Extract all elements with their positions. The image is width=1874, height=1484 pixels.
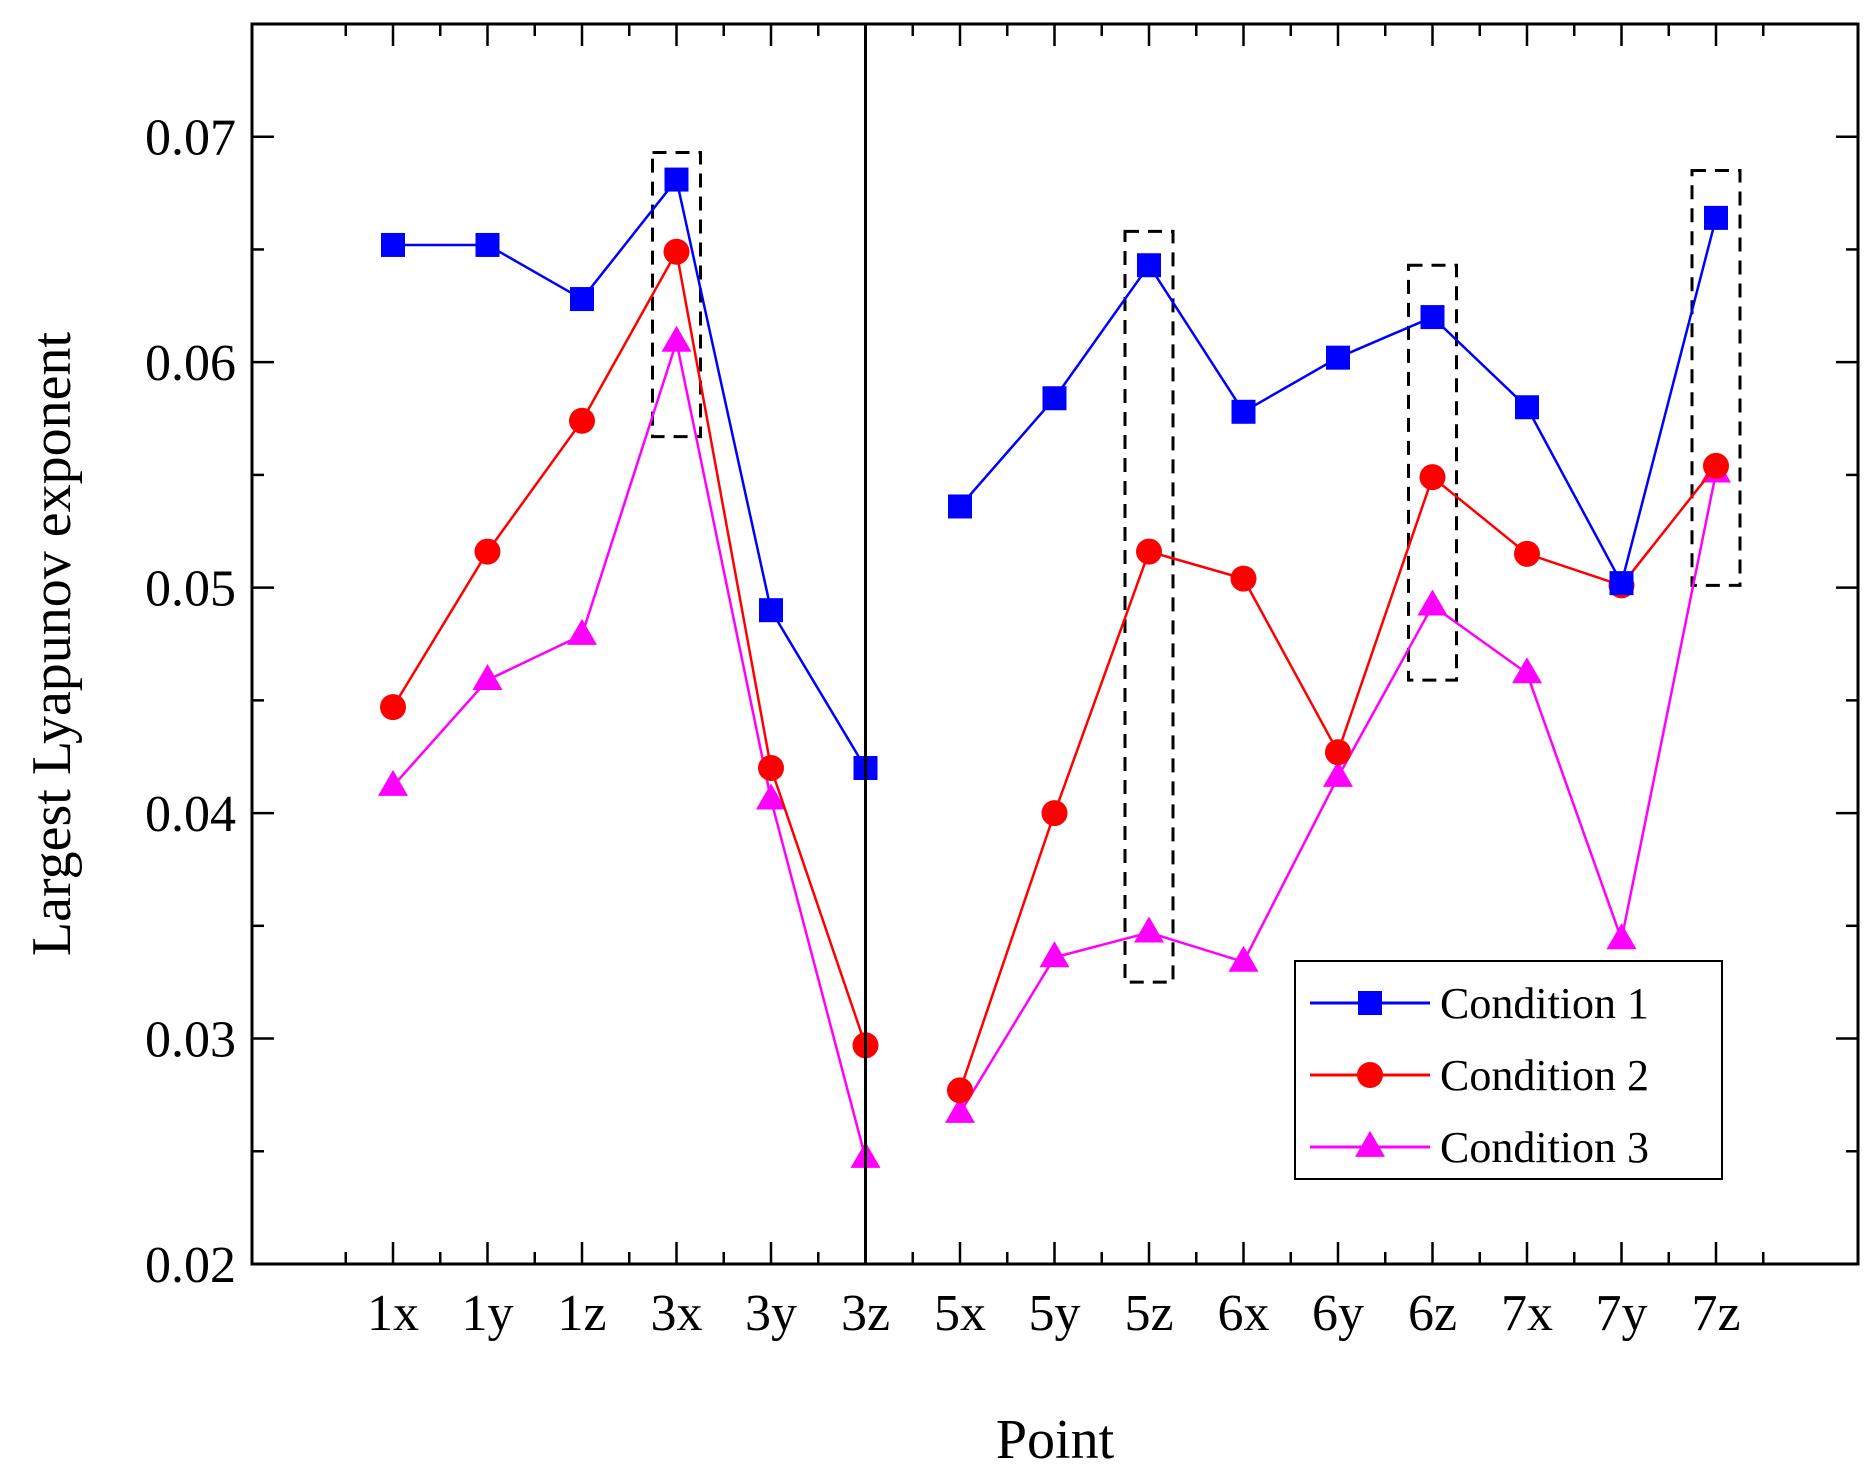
condition-3-point-6x: [1228, 945, 1259, 972]
condition-3-point-5y: [1039, 941, 1070, 968]
x-tick-label: 5z: [1124, 1285, 1173, 1342]
condition-1-point-1z: [570, 287, 594, 312]
y-axis-title: Largest Lyapunov exponent: [21, 331, 83, 956]
legend: Condition 1 Condition 2 Condition 3: [1294, 960, 1723, 1180]
condition-1-point-5x: [948, 494, 972, 519]
legend-item-condition-1: Condition 1: [1310, 979, 1649, 1028]
highlight-box-6z: [1407, 263, 1458, 682]
condition-2-point-7z: [1703, 452, 1729, 479]
condition-1-point-7x: [1515, 395, 1539, 420]
condition-1-point-6x: [1231, 399, 1256, 424]
condition-2-point-6x: [1230, 565, 1257, 592]
x-tick-label: 6y: [1312, 1285, 1364, 1342]
condition-3-point-5z: [1134, 916, 1164, 943]
condition-1-point-3y: [759, 598, 783, 623]
condition-3-point-5x: [945, 1096, 975, 1123]
condition-1-point-7y: [1609, 571, 1634, 596]
condition-2-point-3x: [663, 238, 690, 265]
y-tick-label: 0.04: [145, 786, 236, 843]
condition-1-point-6y: [1326, 345, 1350, 370]
legend-item-condition-2: Condition 2: [1310, 1051, 1649, 1100]
condition-2-point-6y: [1325, 739, 1351, 766]
highlight-box-5z: [1123, 229, 1175, 984]
series-layer: [378, 167, 1731, 1168]
x-tick-label: 6z: [1408, 1285, 1457, 1342]
x-tick-label: 7y: [1596, 1285, 1648, 1342]
condition-3-line-1: [392, 336, 867, 1159]
legend-item-condition-3: Condition 3: [1310, 1123, 1649, 1172]
x-tick-label: 1y: [462, 1285, 514, 1342]
x-tick-label: 1x: [367, 1285, 419, 1342]
legend-label: Condition 3: [1440, 1123, 1649, 1172]
condition-1-line-2: [959, 217, 1718, 587]
condition-3-point-3x: [661, 325, 692, 352]
condition-1-line-1: [393, 176, 867, 769]
condition-3-point-7x: [1512, 657, 1542, 684]
legend-marker-condition-3: [1355, 1130, 1385, 1157]
x-tick-label: 3z: [841, 1285, 890, 1342]
x-tick-label: 7z: [1691, 1285, 1740, 1342]
condition-2-point-6z: [1419, 464, 1446, 491]
condition-2-point-1x: [380, 694, 406, 721]
condition-1-point-6z: [1420, 305, 1445, 330]
x-tick-labels: 1x 1y 1z 3x 3y 3z 5x 5y 5z 6x 6y 6z 7x 7y 7z: [367, 1285, 1741, 1342]
condition-2-point-5z: [1136, 538, 1162, 565]
condition-3-point-1x: [378, 769, 408, 796]
condition-3-point-1z: [567, 618, 597, 645]
series-condition-1: [381, 167, 1728, 780]
y-tick-label: 0.03: [145, 1012, 236, 1069]
legend-marker-condition-1: [1358, 991, 1382, 1015]
condition-2-point-1y: [474, 538, 501, 565]
y-tick-label: 0.06: [145, 335, 236, 392]
axis-ticks: [252, 24, 1858, 1266]
y-tick-label: 0.02: [145, 1237, 236, 1294]
condition-2-point-3y: [758, 755, 784, 781]
x-tick-label: 5y: [1029, 1285, 1081, 1342]
y-tick-labels: 0.02 0.03 0.04 0.05 0.06 0.07: [145, 110, 236, 1294]
condition-1-point-1y: [475, 232, 500, 257]
plot-frame: [250, 22, 1860, 1266]
x-tick-label: 3y: [745, 1285, 797, 1342]
y-tick-label: 0.07: [145, 110, 236, 167]
condition-1-point-3x: [664, 167, 689, 192]
condition-1-point-7z: [1704, 205, 1728, 230]
x-tick-label: 1z: [557, 1285, 606, 1342]
condition-2-point-7x: [1514, 540, 1540, 567]
condition-1-point-1x: [381, 232, 405, 257]
condition-2-point-5x: [947, 1077, 973, 1104]
legend-label: Condition 1: [1440, 979, 1649, 1028]
condition-2-point-5y: [1041, 800, 1068, 827]
x-tick-label: 6x: [1218, 1285, 1270, 1342]
condition-3-point-1y: [472, 663, 503, 690]
highlight-boxes: [651, 151, 1742, 984]
series-condition-2: [380, 238, 1729, 1104]
x-tick-label: 5x: [934, 1285, 986, 1342]
condition-3-point-3y: [756, 783, 786, 810]
condition-1-point-5y: [1042, 386, 1067, 411]
condition-2-line-1: [391, 248, 867, 1046]
legend-marker-condition-2: [1357, 1062, 1383, 1088]
condition-3-point-6y: [1323, 760, 1353, 787]
condition-3-point-6z: [1417, 589, 1448, 616]
condition-2-point-1z: [569, 407, 595, 434]
highlight-box-7z: [1690, 169, 1742, 587]
x-tick-label: 7x: [1501, 1285, 1553, 1342]
condition-3-point-7y: [1606, 923, 1637, 950]
legend-label: Condition 2: [1440, 1051, 1649, 1100]
x-tick-label: 3x: [651, 1285, 703, 1342]
y-tick-label: 0.05: [145, 561, 236, 618]
condition-1-point-5z: [1137, 253, 1161, 278]
x-axis-title: Point: [996, 1409, 1115, 1471]
